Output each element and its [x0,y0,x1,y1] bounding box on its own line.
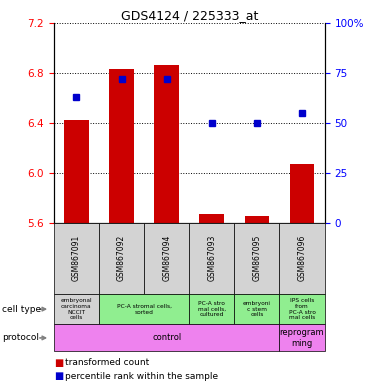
Text: embryonal
carcinoma
NCCIT
cells: embryonal carcinoma NCCIT cells [60,298,92,320]
Bar [64,121,89,223]
Text: GSM867095: GSM867095 [252,235,262,281]
Text: GSM867094: GSM867094 [162,235,171,281]
Bar [109,69,134,223]
Text: GSM867091: GSM867091 [72,235,81,281]
Text: protocol: protocol [2,333,39,343]
Text: control: control [152,333,181,343]
Text: transformed count: transformed count [65,358,149,367]
Text: PC-A stro
mal cells,
cultured: PC-A stro mal cells, cultured [198,301,226,318]
Text: GSM867096: GSM867096 [298,235,306,281]
Text: cell type: cell type [2,305,41,314]
Text: ■: ■ [54,358,63,368]
Bar [244,217,269,223]
Bar [290,164,315,223]
Text: GSM867092: GSM867092 [117,235,126,281]
Text: reprogram
ming: reprogram ming [280,328,324,348]
Text: PC-A stromal cells,
sorted: PC-A stromal cells, sorted [116,304,171,314]
Text: percentile rank within the sample: percentile rank within the sample [65,372,218,381]
Bar [154,65,179,223]
Bar [199,214,224,223]
Text: ■: ■ [54,371,63,381]
Text: GSM867093: GSM867093 [207,235,216,281]
Text: IPS cells
from
PC-A stro
mal cells: IPS cells from PC-A stro mal cells [289,298,315,320]
Text: embryoni
c stem
cells: embryoni c stem cells [243,301,271,318]
Title: GDS4124 / 225333_at: GDS4124 / 225333_at [121,9,258,22]
